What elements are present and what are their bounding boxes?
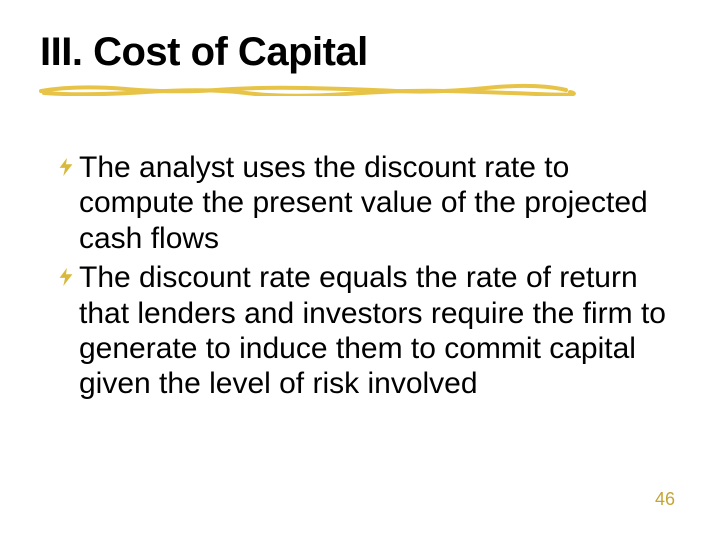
bullet-text: The analyst uses the discount rate to co… — [79, 150, 675, 256]
underline-stroke-2 — [44, 90, 574, 96]
bolt-icon — [55, 156, 77, 178]
slide: III. Cost of Capital The analyst uses th… — [0, 0, 720, 540]
bullet-item: The analyst uses the discount rate to co… — [55, 150, 675, 256]
bullet-item: The discount rate equals the rate of ret… — [55, 260, 675, 402]
bullet-list: The analyst uses the discount rate to co… — [55, 150, 675, 406]
bolt-icon — [55, 266, 77, 288]
title-underline — [36, 82, 576, 96]
page-number: 46 — [655, 489, 675, 510]
bullet-text: The discount rate equals the rate of ret… — [79, 260, 675, 402]
slide-title: III. Cost of Capital — [40, 30, 368, 75]
